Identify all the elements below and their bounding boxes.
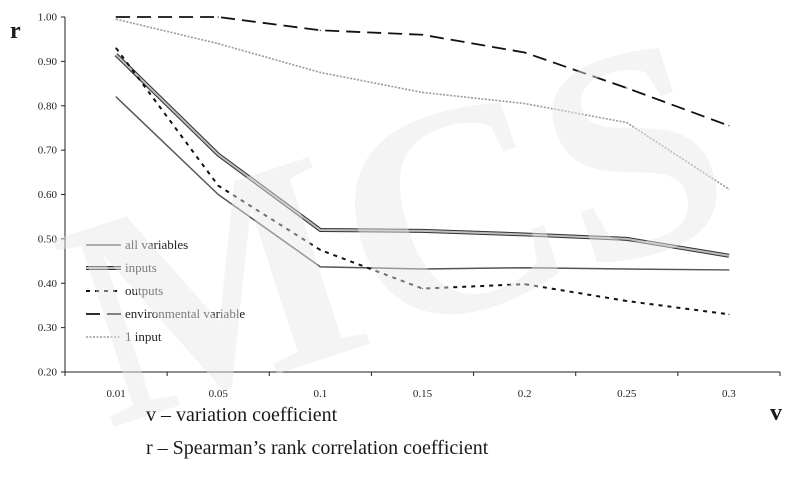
series-line [115,54,730,257]
series-point [421,268,424,270]
series-line-outline [114,53,730,258]
series-point [626,87,628,89]
legend-label: all variables [125,237,188,252]
x-axis-label: v [770,400,782,426]
series-point [115,18,117,20]
series-point [319,229,321,231]
series-point [421,287,424,290]
x-tick-label: 0.2 [518,388,532,400]
series-line [116,16,730,127]
series-point [319,266,321,268]
series-point [524,233,526,236]
y-tick-label: 0.70 [38,145,58,157]
x-tick-label: 0.1 [313,388,327,400]
series-point [217,185,219,187]
y-tick-label: 0.50 [38,233,58,245]
y-tick-label: 0.30 [38,322,58,334]
series-point [421,91,424,94]
legend-label: inputs [125,260,157,275]
legend-label: environmental variable [125,306,245,321]
series-point [728,269,730,271]
series-point [115,47,117,49]
series-point [626,268,628,270]
series-point [728,188,730,190]
y-tick-label: 0.60 [38,189,58,201]
series-point [728,313,730,315]
y-tick-label: 1.00 [38,12,58,24]
legend-label: 1 input [125,329,162,344]
y-tick-label: 0.80 [38,100,58,112]
caption-spearman-coefficient: r – Spearman’s rank correlation coeffici… [146,437,489,459]
axes: 0.20 0.30 0.40 0.50 0.60 0.70 0.80 0.90 1.00 0.01… [38,12,781,400]
series-point [217,43,219,45]
series-point [217,16,219,18]
series-point [524,283,526,285]
y-tick-label: 0.20 [38,367,58,379]
series-point [319,71,321,74]
x-tick-label: 0.3 [722,388,736,400]
x-tick-label: 0.05 [209,388,229,400]
caption-variation-coefficient: v – variation coefficient [146,404,338,426]
series-line [115,96,729,271]
series-point [319,249,321,251]
series-layer [114,16,730,316]
series-point [421,34,424,36]
series-point [421,230,424,232]
y-tick-label: 0.90 [38,56,58,68]
legend: all variables inputs outputs environmental … [86,237,245,344]
series-point [728,125,730,127]
series-point [217,153,219,156]
y-axis-label: r [10,18,21,44]
series-point [626,300,628,302]
series-point [626,122,628,124]
x-tick-label: 0.01 [106,388,125,400]
series-point [524,102,526,105]
series-point [217,193,219,196]
series-point [115,54,117,56]
series-point [115,16,117,18]
series-point [728,255,730,257]
x-tick-label: 0.15 [413,388,433,400]
series-point [115,96,117,98]
series-point [524,51,526,54]
series-point [524,267,526,269]
y-tick-label: 0.40 [38,278,58,290]
series-line [115,47,730,316]
series-line [115,18,730,190]
x-tick-label: 0.25 [617,388,637,400]
legend-label: outputs [125,283,163,298]
series-point [319,29,321,31]
series-point [626,238,628,240]
